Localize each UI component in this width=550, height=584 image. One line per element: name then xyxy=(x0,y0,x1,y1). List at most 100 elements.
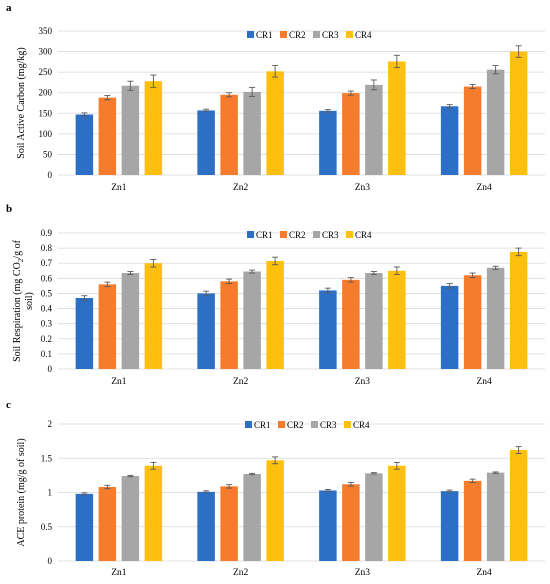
y-tick-label: 1 xyxy=(48,488,53,498)
y-axis-label: Soil Active Carbon (mg/kg) xyxy=(16,47,27,158)
legend-swatch-cr4 xyxy=(346,31,353,38)
y-tick-label: 0.5 xyxy=(41,522,53,532)
panel-label: c xyxy=(6,399,11,411)
x-tick-label: Zn4 xyxy=(476,183,492,193)
legend-label-cr2: CR2 xyxy=(289,30,306,40)
bar-cr3-zn4 xyxy=(486,69,505,175)
bar-cr1-zn4 xyxy=(440,491,459,561)
bar-cr3-zn1 xyxy=(121,273,140,369)
legend-label-cr4: CR4 xyxy=(355,30,372,40)
bar-cr3-zn1 xyxy=(121,85,140,175)
y-tick-label: 1.5 xyxy=(41,453,53,463)
chart-panel-a: a 0 50 100 150 200 250 300 350 Soil Active Carbon… xyxy=(6,2,545,193)
y-tick-label: 100 xyxy=(39,129,53,139)
bar-cr2-zn3 xyxy=(342,484,360,561)
bar-cr1-zn1 xyxy=(75,114,94,175)
bar-cr3-zn3 xyxy=(365,84,383,175)
bar-cr2-zn4 xyxy=(463,275,482,369)
y-tick-label: 0.7 xyxy=(41,258,53,268)
bar-cr4-zn2 xyxy=(266,71,284,175)
bar-cr1-zn4 xyxy=(440,106,459,175)
legend-label-cr2: CR2 xyxy=(287,420,304,430)
y-tick-label: 0.1 xyxy=(41,349,52,359)
y-tick-label: 0.4 xyxy=(41,304,53,314)
bar-cr4-zn3 xyxy=(388,61,406,176)
y-axis-label-line2: soil) xyxy=(24,292,35,310)
bar-cr2-zn3 xyxy=(342,93,360,175)
bar-cr1-zn3 xyxy=(319,490,337,561)
y-tick-label: 0.3 xyxy=(41,319,53,329)
x-tick-label: Zn3 xyxy=(355,568,371,578)
legend-label-cr4: CR4 xyxy=(353,420,370,430)
y-tick-label: 350 xyxy=(39,26,53,36)
bar-cr3-zn3 xyxy=(365,273,383,369)
y-tick-label: 0.5 xyxy=(41,288,53,298)
chart-panel-c: c 0 0.5 1 1.5 2 ACE protein (mg/g of soil) Zn1 Z… xyxy=(6,399,545,578)
bar-cr3-zn2 xyxy=(243,91,261,175)
bar-cr3-zn2 xyxy=(243,271,261,369)
bar-cr4-zn4 xyxy=(509,51,528,176)
x-tick-label: Zn3 xyxy=(355,183,371,193)
legend-swatch-cr2 xyxy=(280,31,287,38)
panel-label: b xyxy=(6,203,12,215)
bar-cr1-zn2 xyxy=(197,293,215,369)
y-tick-label: 0.6 xyxy=(41,273,53,283)
legend-swatch-cr1 xyxy=(245,421,252,428)
bar-cr3-zn3 xyxy=(365,473,383,561)
legend-label-cr1: CR1 xyxy=(254,420,271,430)
legend-label-cr1: CR1 xyxy=(256,230,273,240)
y-tick-label: 0.9 xyxy=(41,228,53,238)
y-tick-label: 300 xyxy=(39,47,53,57)
bar-cr3-zn4 xyxy=(486,472,505,561)
y-tick-label: 0 xyxy=(48,170,53,180)
bar-cr1-zn4 xyxy=(440,285,459,369)
bar-cr2-zn2 xyxy=(220,486,238,561)
legend-label-cr1: CR1 xyxy=(256,30,273,40)
y-tick-label: 0 xyxy=(48,364,53,374)
legend-label-cr2: CR2 xyxy=(289,230,306,240)
x-tick-label: Zn1 xyxy=(111,183,127,193)
bar-cr4-zn1 xyxy=(144,465,163,561)
y-tick-label: 200 xyxy=(39,88,53,98)
bar-cr2-zn1 xyxy=(98,487,117,561)
bar-cr3-zn2 xyxy=(243,474,261,561)
legend-label-cr3: CR3 xyxy=(322,230,339,240)
bar-cr2-zn2 xyxy=(220,94,238,175)
bar-cr4-zn1 xyxy=(144,263,163,369)
y-axis-label: ACE protein (mg/g of soil) xyxy=(16,438,27,546)
bar-cr2-zn4 xyxy=(463,480,482,561)
bar-cr4-zn4 xyxy=(509,251,528,369)
x-tick-label: Zn2 xyxy=(233,183,249,193)
bar-cr1-zn3 xyxy=(319,110,337,175)
bar-cr4-zn1 xyxy=(144,81,163,175)
bar-cr1-zn2 xyxy=(197,110,215,175)
legend-label-cr3: CR3 xyxy=(320,420,337,430)
x-tick-label: Zn1 xyxy=(111,377,127,387)
bar-cr4-zn3 xyxy=(388,465,406,561)
bar-cr2-zn4 xyxy=(463,86,482,175)
legend-swatch-cr1 xyxy=(247,231,254,238)
y-tick-label: 150 xyxy=(39,108,53,118)
chart-panel-b: b 0 0.1 0.2 0.3 0.4 0.5 0.6 0.7 0.8 0.9 Soil Respir… xyxy=(6,203,545,387)
y-tick-label: 0.8 xyxy=(41,243,53,253)
legend-label-cr3: CR3 xyxy=(322,30,339,40)
bar-cr1-zn1 xyxy=(75,493,94,561)
bar-cr1-zn3 xyxy=(319,290,337,369)
legend-swatch-cr3 xyxy=(313,231,320,238)
x-tick-label: Zn4 xyxy=(476,377,492,387)
bar-cr4-zn2 xyxy=(266,460,284,561)
bar-cr4-zn3 xyxy=(388,270,406,369)
x-tick-label: Zn4 xyxy=(476,568,492,578)
legend-swatch-cr3 xyxy=(313,31,320,38)
x-tick-label: Zn1 xyxy=(111,568,127,578)
bar-cr4-zn4 xyxy=(509,450,528,561)
legend-swatch-cr1 xyxy=(247,31,254,38)
bar-cr3-zn1 xyxy=(121,476,140,561)
y-tick-label: 0.2 xyxy=(41,334,52,344)
x-tick-label: Zn2 xyxy=(233,568,249,578)
bar-cr2-zn1 xyxy=(98,97,117,175)
legend-swatch-cr4 xyxy=(344,421,351,428)
bar-cr2-zn3 xyxy=(342,279,360,369)
legend-swatch-cr4 xyxy=(346,231,353,238)
